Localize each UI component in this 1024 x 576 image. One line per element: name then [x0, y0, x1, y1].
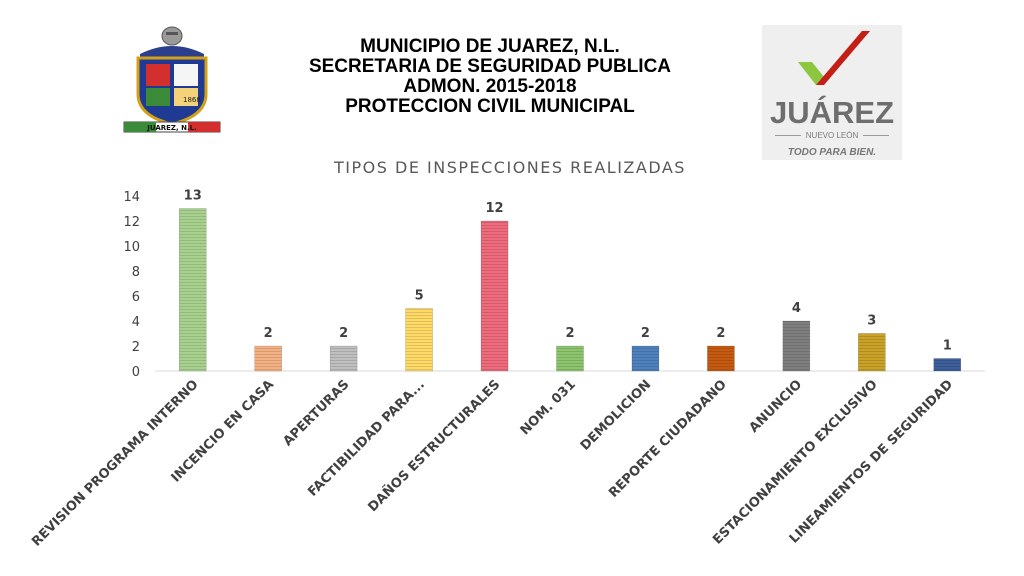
category-label: LINEAMIENTOS DE SEGURIDAD — [787, 377, 956, 546]
data-label: 4 — [792, 301, 801, 316]
category-label: ANUNCIO — [747, 377, 806, 436]
bar-texture — [405, 308, 433, 371]
juarez-logo: JUÁREZ NUEVO LEÓN TODO PARA BIEN. — [762, 25, 902, 160]
bar-texture — [556, 346, 584, 371]
bar-texture — [481, 221, 509, 371]
seal-ribbon-text: JUAREZ, N.L. — [146, 124, 196, 132]
bar-texture — [631, 346, 659, 371]
category-label: DAÑOS ESTRUCTURALES — [365, 377, 504, 516]
logo-name: JUÁREZ — [769, 95, 894, 130]
bar-texture — [858, 333, 886, 371]
data-label: 12 — [485, 201, 503, 216]
header-line-2: SECRETARIA DE SEGURIDAD PUBLICA — [308, 56, 672, 77]
data-label: 2 — [339, 326, 348, 341]
bar-texture — [782, 321, 810, 371]
seal-quarter-red — [146, 64, 170, 86]
category-label: NOM. 031 — [518, 377, 579, 438]
category-label: DEMOLICION — [578, 377, 654, 453]
data-label: 5 — [415, 289, 424, 304]
data-label: 2 — [641, 326, 650, 341]
seal-year: 1868 — [183, 96, 201, 104]
logo-slogan: TODO PARA BIEN. — [787, 147, 877, 158]
data-label: 2 — [264, 326, 273, 341]
y-tick-label: 2 — [132, 340, 140, 355]
category-label: REVISION PROGRAMA INTERNO — [29, 377, 201, 549]
bar-texture — [330, 346, 358, 371]
logo-state: NUEVO LEÓN — [762, 131, 902, 140]
y-tick-label: 14 — [123, 190, 140, 205]
bar-texture — [254, 346, 282, 371]
header-line-3: ADMON. 2015-2018 — [403, 76, 577, 97]
chart-title: TIPOS DE INSPECCIONES REALIZADAS — [333, 158, 686, 177]
data-label: 2 — [716, 326, 725, 341]
bar-texture — [933, 358, 961, 371]
seal-quarter-green — [146, 88, 170, 106]
juarez-check-icon — [798, 31, 870, 85]
y-tick-label: 4 — [132, 315, 140, 330]
header-line-4: PROTECCION CIVIL MUNICIPAL — [345, 96, 635, 117]
header-line-1: MUNICIPIO DE JUAREZ, N.L. — [360, 36, 620, 57]
category-label: ESTACIONAMIENTO EXCLUSIVO — [710, 377, 880, 547]
seal-mantle — [140, 46, 204, 58]
data-label: 1 — [943, 339, 952, 354]
municipal-seal-logo: 1868 JUAREZ, N.L. — [123, 26, 221, 133]
y-tick-label: 8 — [132, 265, 140, 280]
seal-helmet — [161, 26, 183, 46]
y-tick-label: 10 — [123, 240, 140, 255]
page-header-title: MUNICIPIO DE JUAREZ, N.L. SECRETARIA DE … — [270, 37, 710, 117]
y-tick-label: 0 — [132, 365, 140, 380]
seal-quarter-gold — [174, 88, 198, 106]
category-label: APERTURAS — [281, 377, 353, 449]
data-label: 3 — [867, 314, 876, 329]
y-tick-label: 12 — [123, 215, 140, 230]
seal-quarter-white — [174, 64, 198, 86]
y-tick-label: 6 — [132, 290, 140, 305]
data-label: 13 — [184, 189, 202, 204]
bar-texture — [179, 208, 207, 371]
bar-texture — [707, 346, 735, 371]
data-label: 2 — [565, 326, 574, 341]
